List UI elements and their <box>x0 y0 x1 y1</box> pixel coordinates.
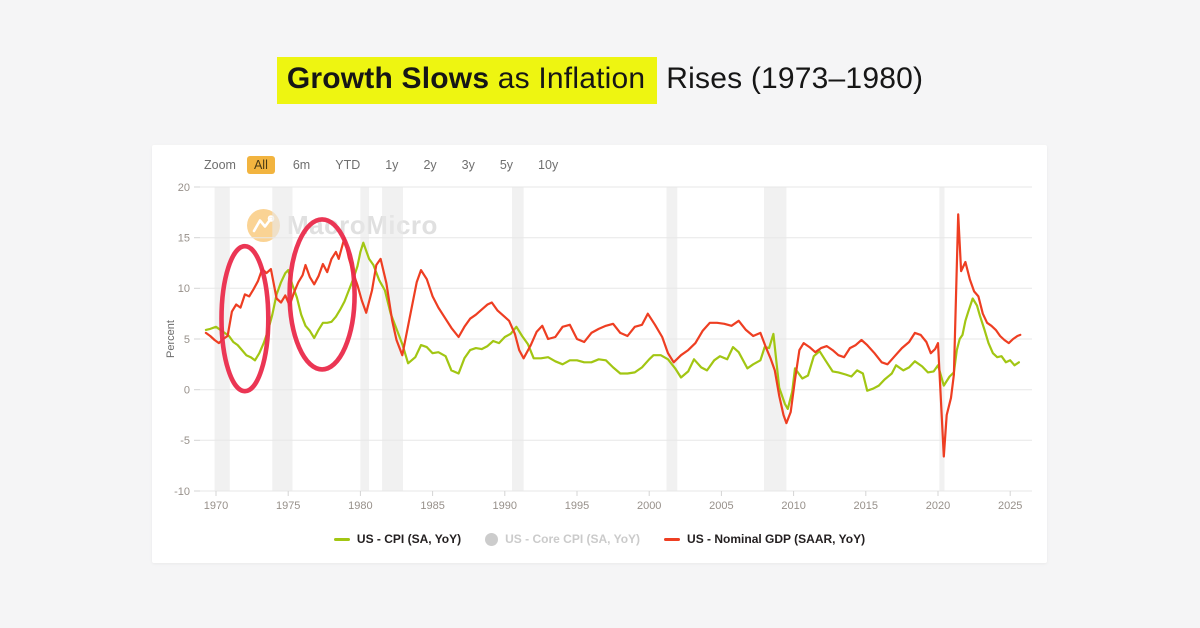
x-tick-label: 2005 <box>709 500 733 512</box>
title-rest: Rises (1973–1980) <box>666 62 924 95</box>
y-tick-label: 15 <box>178 233 190 245</box>
y-axis: -10 -5 0 5 10 15 20 <box>174 182 1032 498</box>
range-button-2y[interactable]: 2y <box>423 157 437 172</box>
page-title: Growth Slows as Inflation Rises (1973–198… <box>0 57 1200 104</box>
x-tick-label: 1970 <box>204 500 228 512</box>
title-highlight-regular: as Inflation <box>489 62 646 95</box>
highlight-ellipse <box>287 217 357 372</box>
legend-item-nominal-gdp[interactable]: US - Nominal GDP (SAAR, YoY) <box>664 532 865 546</box>
x-tick-label: 1990 <box>493 500 517 512</box>
chart-card: Zoom All 6m YTD 1y 2y 3y 5y 10y Percent … <box>152 145 1047 563</box>
x-axis: 1970 1975 1980 1985 1990 1995 2000 2005 2010 2015… <box>204 491 1022 512</box>
legend-item-core-cpi[interactable]: US - Core CPI (SA, YoY) <box>485 532 640 546</box>
gdp-line <box>204 213 1022 458</box>
cpi-line <box>204 241 1021 410</box>
cpi-line-marker <box>333 537 350 541</box>
x-tick-label: 1995 <box>565 500 589 512</box>
y-tick-label: 0 <box>184 385 190 397</box>
chart-plot-area[interactable]: -10 -5 0 5 10 15 20 1970 1975 1980 1985 1990 1995 200… <box>152 145 1047 563</box>
annotation-ellipses <box>219 217 357 394</box>
x-tick-label: 2025 <box>998 500 1022 512</box>
x-tick-label: 1975 <box>276 500 300 512</box>
legend-label-cpi: US - CPI (SA, YoY) <box>356 532 462 546</box>
highlight-ellipse <box>219 243 271 394</box>
x-tick-label: 2015 <box>854 500 878 512</box>
range-button-5y[interactable]: 5y <box>499 157 514 172</box>
x-tick-label: 2010 <box>781 500 805 512</box>
range-button-3y[interactable]: 3y <box>461 157 475 172</box>
zoom-toolbar: Zoom All 6m YTD 1y 2y 3y 5y 10y <box>204 154 565 176</box>
x-tick-label: 2000 <box>637 500 661 512</box>
y-tick-label: 20 <box>178 182 190 194</box>
y-tick-label: -10 <box>174 486 190 498</box>
range-button-6m[interactable]: 6m <box>292 157 311 172</box>
range-button-ytd[interactable]: YTD <box>335 157 361 172</box>
range-button-1y[interactable]: 1y <box>385 157 399 172</box>
y-tick-label: 5 <box>184 334 190 346</box>
x-tick-label: 2020 <box>926 500 950 512</box>
title-highlight-bold: Growth Slows <box>286 62 490 95</box>
chart-legend: US - CPI (SA, YoY) US - Core CPI (SA, Yo… <box>152 532 1047 546</box>
zoom-label: Zoom <box>204 158 236 172</box>
legend-label-nominal-gdp: US - Nominal GDP (SAAR, YoY) <box>687 532 866 546</box>
y-tick-label: -5 <box>180 435 190 447</box>
core-cpi-circle-marker <box>485 532 499 546</box>
gdp-line-marker <box>664 537 681 541</box>
range-button-all[interactable]: All <box>246 155 275 175</box>
title-highlight: Growth Slows as Inflation <box>276 57 658 104</box>
x-tick-label: 1985 <box>420 500 444 512</box>
legend-label-core-cpi: US - Core CPI (SA, YoY) <box>505 532 641 546</box>
range-button-10y[interactable]: 10y <box>538 157 559 172</box>
legend-item-cpi[interactable]: US - CPI (SA, YoY) <box>333 532 462 546</box>
y-tick-label: 10 <box>178 283 190 295</box>
x-tick-label: 1980 <box>348 500 372 512</box>
